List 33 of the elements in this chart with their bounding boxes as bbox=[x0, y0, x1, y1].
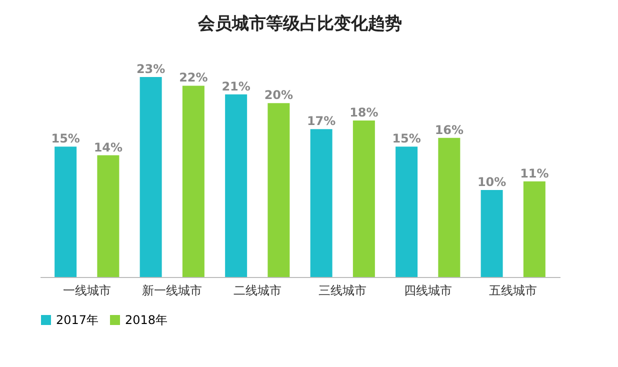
data-label: 15% bbox=[51, 132, 80, 146]
bar bbox=[310, 129, 332, 277]
data-label: 20% bbox=[264, 88, 294, 102]
legend-label: 2017年 bbox=[56, 313, 99, 327]
x-tick-label: 四线城市 bbox=[404, 284, 452, 298]
chart-title: 会员城市等级占比变化趋势 bbox=[197, 14, 402, 34]
bar bbox=[480, 190, 503, 277]
bar bbox=[523, 181, 546, 277]
data-label: 23% bbox=[136, 62, 166, 76]
bar bbox=[352, 120, 375, 277]
data-label: 22% bbox=[179, 70, 208, 85]
data-label: 11% bbox=[520, 166, 549, 180]
x-tick-label: 三线城市 bbox=[318, 284, 367, 298]
data-label: 16% bbox=[434, 122, 464, 137]
data-label: 21% bbox=[222, 79, 250, 94]
x-tick-label: 五线城市 bbox=[489, 284, 538, 298]
bar bbox=[268, 103, 290, 277]
bar bbox=[54, 146, 77, 277]
bar bbox=[140, 77, 162, 277]
bar bbox=[97, 155, 120, 277]
data-label: 18% bbox=[350, 105, 378, 120]
data-label: 14% bbox=[94, 140, 123, 154]
data-label: 10% bbox=[477, 175, 506, 190]
legend-label: 2018年 bbox=[125, 313, 168, 327]
data-label: 17% bbox=[306, 114, 336, 128]
x-tick-label: 一线城市 bbox=[62, 284, 111, 298]
bar bbox=[396, 146, 418, 277]
x-tick-label: 新一线城市 bbox=[142, 284, 202, 298]
data-label: 15% bbox=[392, 132, 421, 146]
bar bbox=[182, 86, 204, 277]
bar bbox=[225, 94, 248, 277]
bar bbox=[438, 138, 460, 277]
x-tick-label: 二线城市 bbox=[233, 284, 282, 298]
